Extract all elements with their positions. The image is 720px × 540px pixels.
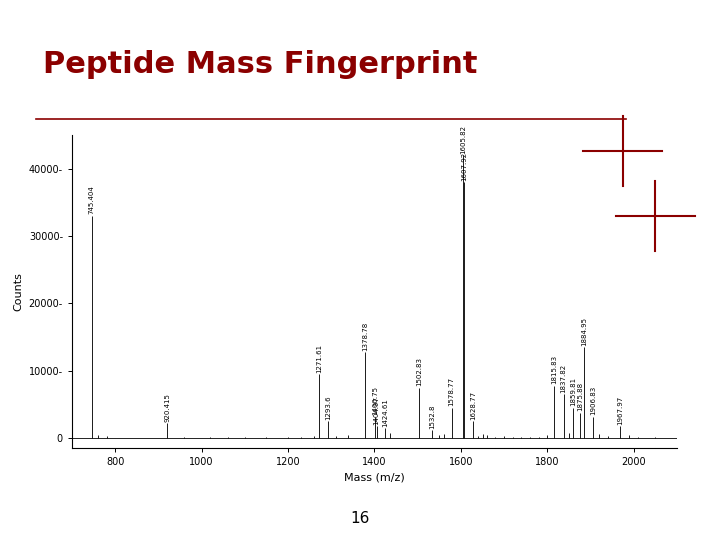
Text: 1293.6: 1293.6 (325, 395, 331, 420)
X-axis label: Mass (m/z): Mass (m/z) (344, 473, 405, 483)
Text: 920.415: 920.415 (164, 393, 170, 422)
Text: 1378.78: 1378.78 (362, 321, 368, 350)
Text: 16: 16 (351, 511, 369, 526)
Text: 1837.82: 1837.82 (561, 364, 567, 393)
Text: 1532.8: 1532.8 (429, 404, 435, 429)
Text: 1815.83: 1815.83 (551, 355, 557, 384)
Text: 1578.77: 1578.77 (449, 377, 454, 407)
Text: 1400.75: 1400.75 (372, 386, 378, 415)
Text: 1859.81: 1859.81 (570, 377, 576, 407)
Text: 1271.61: 1271.61 (316, 343, 322, 373)
Text: 1628.77: 1628.77 (470, 391, 476, 420)
Text: 1875.88: 1875.88 (577, 382, 583, 411)
Text: 1607.92: 1607.92 (462, 152, 467, 181)
Y-axis label: Counts: Counts (13, 272, 23, 311)
Text: 1884.95: 1884.95 (581, 317, 587, 346)
Text: 1404.97: 1404.97 (374, 396, 379, 424)
Text: 1605.82: 1605.82 (460, 125, 467, 154)
Text: 745.404: 745.404 (89, 186, 94, 214)
Text: 1906.83: 1906.83 (590, 386, 596, 415)
Text: 1502.83: 1502.83 (416, 357, 422, 386)
Text: Peptide Mass Fingerprint: Peptide Mass Fingerprint (43, 50, 477, 79)
Text: 1967.97: 1967.97 (617, 395, 623, 424)
Text: 1424.61: 1424.61 (382, 398, 388, 427)
